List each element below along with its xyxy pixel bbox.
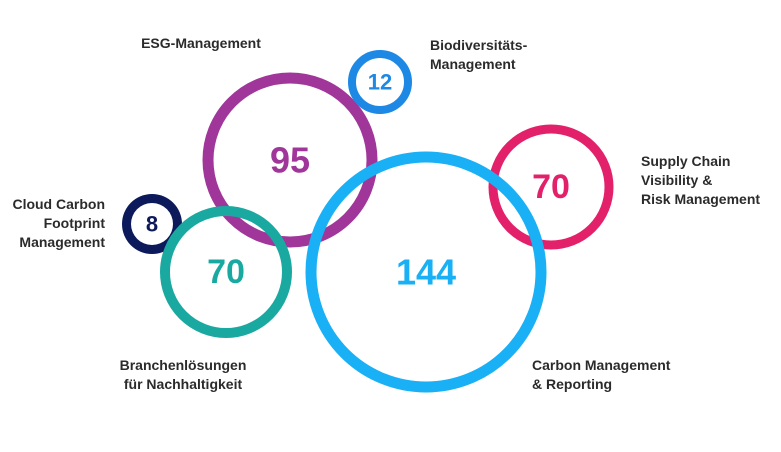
- label-line: Branchenlösungen: [119, 357, 247, 373]
- bubble-value-biodiversitaets-management: 12: [368, 70, 392, 95]
- label-line: Biodiversitäts-: [430, 37, 528, 53]
- bubble-value-carbon-management: 144: [396, 252, 456, 293]
- label-line: ESG-Management: [141, 35, 261, 51]
- bubble-ring: [488, 124, 614, 250]
- bubble-cloud-carbon: 8: [122, 194, 182, 254]
- bubble-branchenloesungen: 70: [160, 206, 292, 338]
- bubble-value-esg-management: 95: [270, 140, 310, 181]
- label-carbon-management: Carbon Management & Reporting: [532, 356, 670, 394]
- bubble-biodiversitaets-management: 12: [348, 50, 412, 114]
- bubble-ring: [348, 50, 412, 114]
- label-supply-chain: Supply Chain Visibility & Risk Managemen…: [641, 152, 760, 209]
- bubble-carbon-management: 144: [305, 151, 547, 393]
- bubble-value-cloud-carbon: 8: [146, 212, 158, 237]
- label-line: Management: [19, 234, 105, 250]
- label-branchenloesungen: Branchenlösungen für Nachhaltigkeit: [100, 356, 266, 394]
- bubble-ring: [305, 151, 547, 393]
- bubble-ring: [202, 72, 378, 248]
- bubble-value-supply-chain: 70: [532, 168, 570, 206]
- label-biodiversitaets-management: Biodiversitäts- Management: [430, 36, 527, 74]
- bubble-value-branchenloesungen: 70: [207, 253, 245, 291]
- label-line: Carbon Management: [532, 357, 671, 373]
- label-cloud-carbon: Cloud Carbon Footprint Management: [0, 195, 105, 252]
- label-line: für Nachhaltigkeit: [123, 376, 243, 392]
- bubble-supply-chain: 70: [488, 124, 614, 250]
- label-line: Management: [430, 56, 516, 72]
- label-line: & Reporting: [532, 376, 613, 392]
- bubble-ring: [160, 206, 292, 338]
- label-line: Risk Management: [641, 191, 761, 207]
- label-line: Supply Chain: [641, 153, 731, 169]
- label-line: Cloud Carbon: [12, 196, 105, 212]
- bubble-esg-management: 95: [202, 72, 378, 248]
- label-line: Footprint: [43, 215, 105, 231]
- label-line: Visibility &: [641, 172, 713, 188]
- label-esg-management: ESG-Management: [136, 34, 266, 53]
- bubble-dot-inner: [131, 203, 173, 245]
